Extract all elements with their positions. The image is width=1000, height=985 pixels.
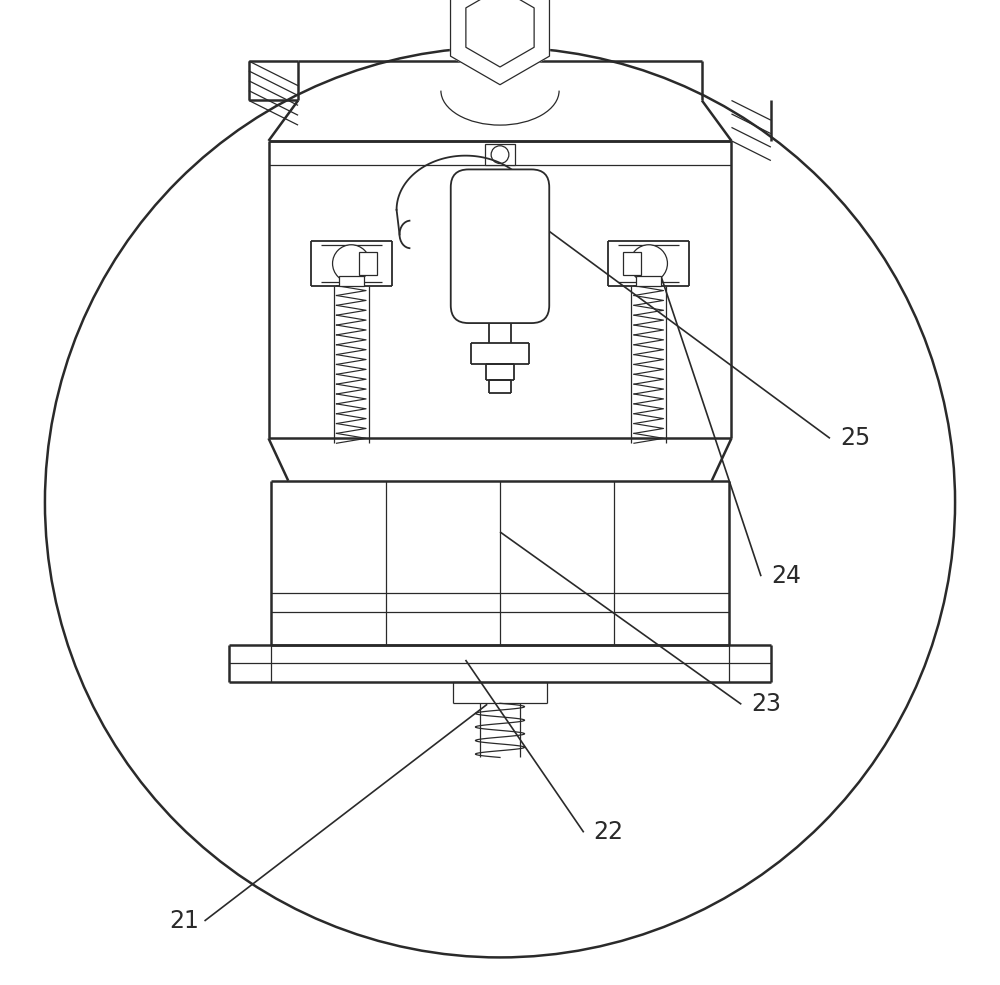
Polygon shape (451, 0, 549, 85)
Circle shape (333, 245, 370, 283)
Text: 25: 25 (840, 427, 870, 450)
Text: 24: 24 (771, 564, 801, 588)
Text: 23: 23 (751, 692, 781, 716)
Text: 22: 22 (594, 821, 624, 844)
FancyBboxPatch shape (451, 169, 549, 323)
Text: 21: 21 (170, 909, 200, 933)
Circle shape (630, 245, 667, 283)
Bar (359, 252, 377, 276)
Bar (485, 144, 515, 165)
Bar (339, 276, 364, 286)
Bar (623, 252, 641, 276)
Bar (636, 276, 661, 286)
